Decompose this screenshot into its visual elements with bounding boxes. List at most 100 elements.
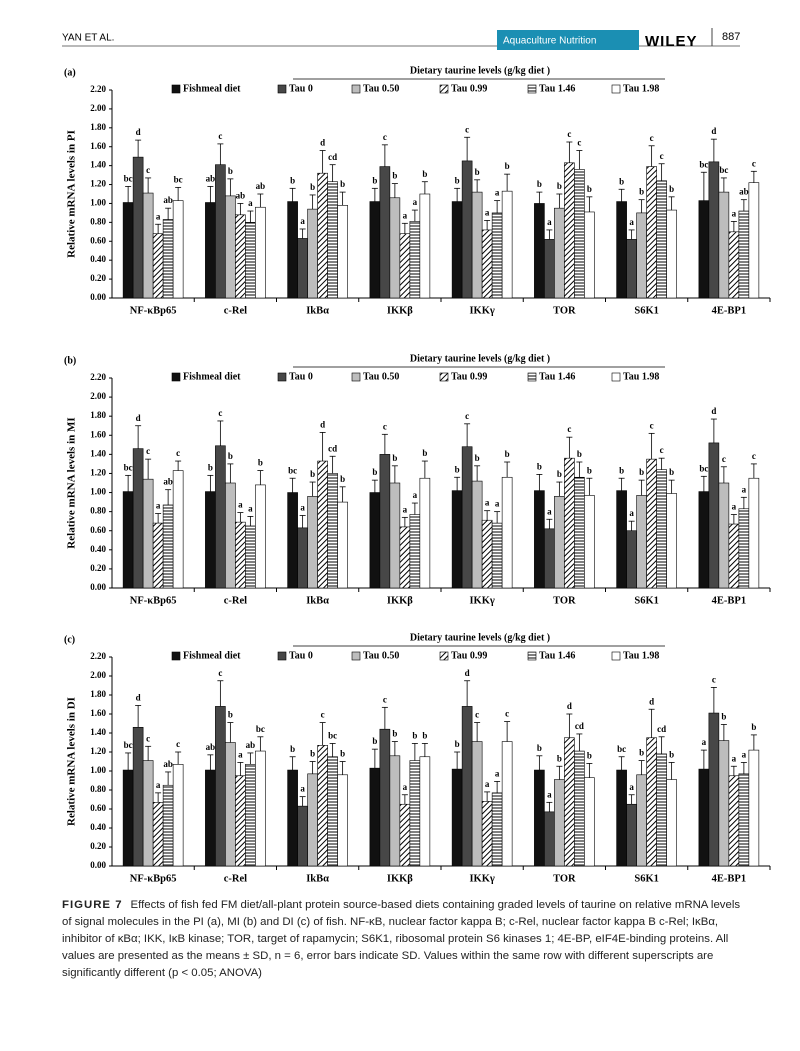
x-tick-label: IKKβ [387,305,413,316]
significance-letter: c [567,129,571,139]
significance-letter: b [208,462,213,472]
legend-swatch [351,651,361,661]
bar [389,755,401,867]
bar [544,811,555,867]
bar [534,490,545,589]
significance-letter: bc [256,724,265,734]
bar [491,212,503,299]
significance-letter: c [146,165,150,175]
significance-letter: cd [328,443,337,453]
significance-letter: b [290,744,295,754]
bar [162,219,174,299]
significance-letter: b [422,448,427,458]
y-tick-label: 0.00 [90,292,106,302]
legend-label: Tau 1.46 [539,371,575,382]
y-tick-label: 1.60 [90,141,106,151]
bar [656,753,667,867]
bar [728,231,740,299]
bar [307,773,318,867]
bar [152,522,164,589]
significance-letter: bc [699,463,708,473]
significance-letter: a [156,211,161,221]
bar [369,201,381,299]
significance-letter: c [752,451,756,461]
legend-label: Tau 1.46 [539,650,575,661]
significance-letter: c [218,668,222,678]
y-tick-label: 0.20 [90,841,106,851]
x-tick-label: NF-κBp65 [130,595,177,606]
x-tick-label: NF-κBp65 [130,305,177,316]
bar [481,801,493,867]
significance-letter: d [320,419,325,429]
x-tick-label: IKKγ [469,595,494,606]
legend-label: Tau 0.99 [451,650,487,661]
legend-label: Tau 1.98 [623,371,659,382]
bar [317,172,328,299]
bar [122,769,134,867]
y-tick-label: 0.20 [90,273,106,283]
significance-letter: b [228,166,233,176]
significance-letter: d [136,413,141,423]
significance-letter: b [310,182,315,192]
significance-letter: a [732,753,737,763]
y-tick-label: 1.00 [90,487,106,497]
bar [574,476,585,589]
bar [626,239,637,299]
legend-swatch [171,372,181,382]
significance-letter: b [228,710,233,720]
bar [132,726,144,867]
significance-letter: a [702,737,707,747]
y-tick-label: 0.80 [90,506,106,516]
x-tick-label: IKKβ [387,595,413,606]
significance-letter: b [557,753,562,763]
significance-letter: b [455,739,460,749]
y-axis-title: Relative mRNA levels in MI [66,417,78,548]
y-tick-label: 1.20 [90,746,106,756]
bar [132,448,144,589]
significance-letter: bc [124,740,133,750]
bar [718,482,730,589]
significance-letter: b [455,464,460,474]
bar [337,205,348,299]
significance-letter: a [300,216,305,226]
bar [554,496,565,589]
significance-letter: bc [699,159,708,169]
x-tick-label: 4E-BP1 [712,873,746,884]
bar [379,728,391,867]
significance-letter: c [650,133,654,143]
significance-letter: c [146,446,150,456]
legend-label: Tau 1.46 [539,83,575,94]
legend-swatch [171,84,181,94]
significance-letter: c [321,710,325,720]
significance-letter: ab [163,759,173,769]
significance-letter: b [392,729,397,739]
significance-letter: b [721,712,726,722]
bar [574,750,585,867]
bar [501,190,513,299]
y-tick-label: 2.00 [90,391,106,401]
significance-letter: a [495,769,500,779]
bar [646,458,657,589]
bar [419,756,431,867]
significance-letter: a [403,210,408,220]
y-axis-title: Relative mRNA levels in PI [66,130,78,258]
x-tick-label: c-Rel [224,305,247,316]
y-tick-label: 1.80 [90,122,106,132]
y-tick-label: 2.20 [90,651,106,661]
bar [451,201,463,299]
legend-swatch [277,372,287,382]
legend-label: Tau 0.50 [363,83,399,94]
bar [419,193,431,299]
bar [554,207,565,299]
significance-letter: b [537,743,542,753]
significance-letter: a [629,217,634,227]
bar [461,446,473,589]
significance-letter: a [495,188,500,198]
x-tick-label: IKKγ [469,873,494,884]
significance-letter: a [300,503,305,513]
x-tick-label: TOR [553,305,576,316]
x-tick-label: S6K1 [634,873,659,884]
y-tick-label: 1.40 [90,160,106,170]
legend-swatch [277,651,287,661]
publisher: WILEY [645,33,698,50]
